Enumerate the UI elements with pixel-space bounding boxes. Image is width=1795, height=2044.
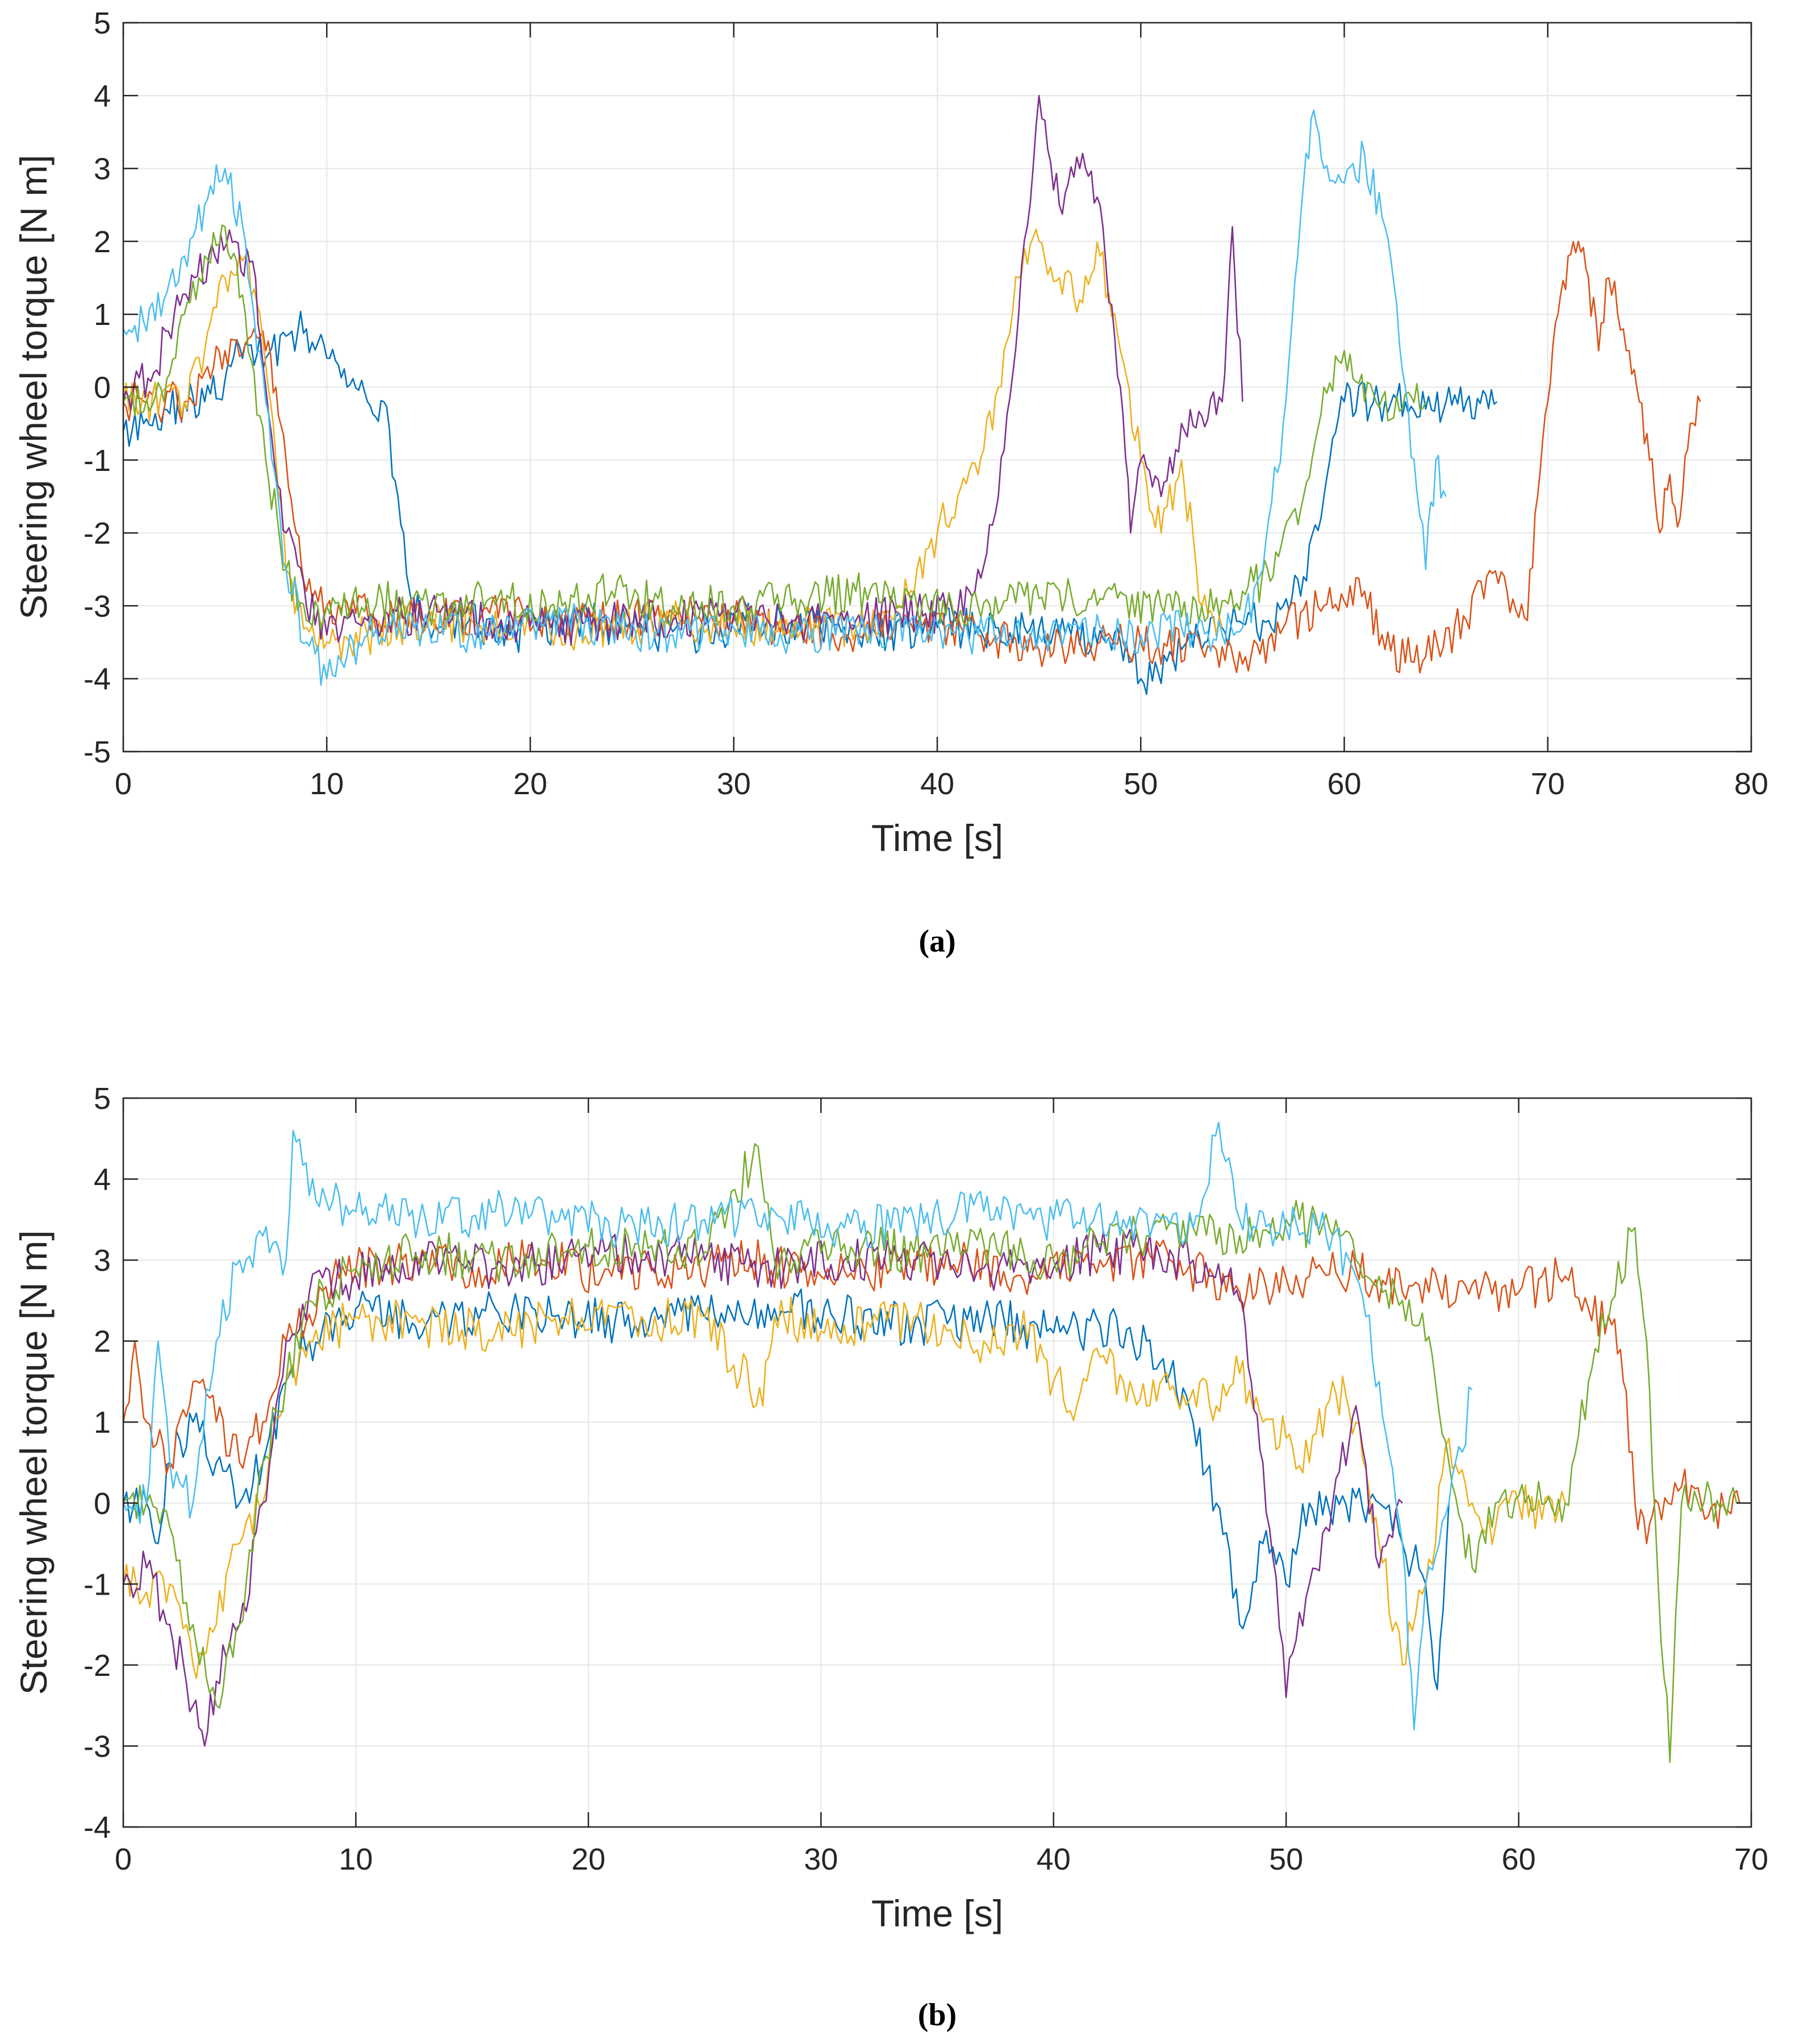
x-tick-label: 0	[115, 1842, 132, 1876]
x-tick-label: 70	[1734, 1842, 1768, 1876]
y-tick-label: -4	[84, 662, 111, 696]
x-tick-label: 60	[1327, 767, 1361, 801]
y-tick-label: 1	[94, 298, 111, 332]
y-tick-label: -4	[84, 1811, 111, 1845]
axes-box	[122, 1097, 1752, 1828]
y-tick-label: -2	[84, 516, 111, 550]
y-tick-label: 4	[94, 79, 111, 113]
x-tick-label: 30	[717, 767, 751, 801]
y-tick-label: 2	[94, 225, 111, 259]
series-line-2	[123, 1239, 1740, 1545]
figure-caption: (a)	[919, 924, 955, 959]
y-tick-label: 1	[94, 1405, 111, 1440]
x-tick-label: 40	[920, 767, 954, 801]
x-axis-label: Time [s]	[871, 817, 1003, 859]
x-tick-label: 50	[1269, 1842, 1303, 1876]
x-tick-label: 20	[571, 1842, 606, 1876]
x-tick-label: 80	[1734, 767, 1768, 801]
series-line-4	[123, 95, 1243, 646]
x-tick-label: 20	[513, 767, 547, 801]
x-tick-label: 30	[804, 1842, 838, 1876]
y-tick-label: 4	[94, 1163, 111, 1197]
y-tick-label: 0	[94, 1487, 111, 1521]
series-line-3	[123, 1296, 1566, 1679]
grid	[123, 22, 1752, 752]
series-line-5	[123, 1143, 1740, 1763]
y-tick-label: -5	[84, 735, 111, 769]
y-tick-label: 0	[94, 371, 111, 405]
y-tick-label: -1	[84, 444, 111, 478]
series-line-1	[123, 1288, 1450, 1690]
y-axis-label: Steering wheel torque [N m]	[12, 1230, 55, 1695]
x-tick-label: 10	[310, 767, 344, 801]
series-line-2	[123, 240, 1701, 674]
x-tick-label: 0	[115, 767, 132, 801]
y-tick-label: 2	[94, 1325, 111, 1359]
x-tick-label: 60	[1502, 1842, 1536, 1876]
series-line-6	[123, 109, 1447, 686]
x-tick-label: 40	[1037, 1842, 1071, 1876]
y-tick-label: 3	[94, 1244, 111, 1278]
y-tick-label: 5	[94, 6, 111, 40]
panel-a: 0 10 20 30 40 50 60 70 80 -5 -4 -3 -2 -1 0 1 2 3 4 5 Time [s…	[12, 6, 1768, 959]
x-tick-label: 50	[1124, 767, 1158, 801]
y-tick-label: -3	[84, 589, 111, 623]
series-line-3	[123, 228, 1223, 661]
y-tick-label: -1	[84, 1567, 111, 1601]
grid	[123, 1098, 1752, 1828]
y-tick-label: 3	[94, 152, 111, 186]
x-tick-label: 10	[339, 1842, 373, 1876]
series-line-4	[123, 1229, 1403, 1747]
figure-caption: (b)	[918, 1997, 957, 2033]
series-line-5	[123, 224, 1426, 630]
y-axis-label: Steering wheel torque [N m]	[12, 155, 55, 619]
y-tick-label: -2	[84, 1649, 111, 1683]
y-tick-label: -3	[84, 1729, 111, 1763]
series-group	[123, 1121, 1740, 1763]
x-tick-label: 70	[1531, 767, 1565, 801]
series-line-6	[123, 1121, 1473, 1731]
x-axis-label: Time [s]	[871, 1892, 1003, 1934]
series-group	[123, 95, 1701, 695]
y-tick-label: 5	[94, 1082, 111, 1116]
panel-b: 0 10 20 30 40 50 60 70 -4 -3 -2 -1 0 1 2 3 4 5 Time [s] Ste…	[12, 1082, 1768, 2033]
